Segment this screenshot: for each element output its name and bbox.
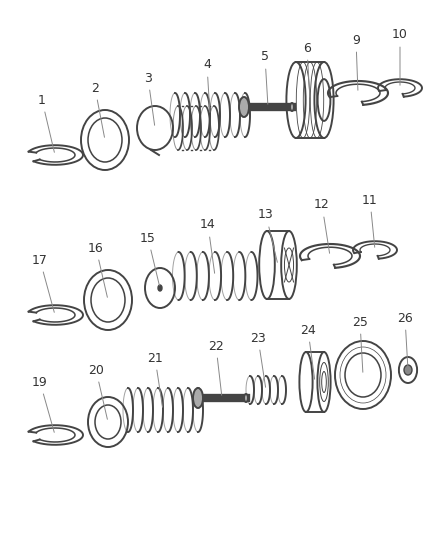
Text: 20: 20 [88, 364, 107, 419]
Text: 25: 25 [352, 316, 368, 372]
Text: 22: 22 [208, 340, 224, 395]
Text: 5: 5 [261, 51, 269, 104]
Text: 1: 1 [38, 93, 54, 152]
Text: 14: 14 [200, 219, 216, 273]
Text: 19: 19 [32, 376, 54, 432]
Text: 13: 13 [258, 208, 277, 262]
Text: 24: 24 [300, 324, 316, 379]
Ellipse shape [404, 365, 412, 375]
Text: 23: 23 [250, 332, 266, 387]
Text: 2: 2 [91, 82, 105, 138]
Text: 17: 17 [32, 254, 54, 312]
Text: 9: 9 [352, 34, 360, 90]
Text: 11: 11 [362, 193, 378, 247]
Text: 10: 10 [392, 28, 408, 85]
Text: 15: 15 [140, 231, 159, 285]
Ellipse shape [239, 97, 249, 117]
Text: 4: 4 [203, 59, 211, 112]
Text: 6: 6 [303, 42, 311, 97]
Ellipse shape [290, 103, 294, 111]
Text: 3: 3 [144, 71, 155, 125]
Text: 26: 26 [397, 311, 413, 367]
Ellipse shape [193, 388, 203, 408]
Text: 16: 16 [88, 241, 107, 297]
Text: 12: 12 [314, 198, 330, 253]
Text: 21: 21 [147, 351, 163, 407]
Ellipse shape [158, 285, 162, 291]
Ellipse shape [244, 394, 248, 402]
